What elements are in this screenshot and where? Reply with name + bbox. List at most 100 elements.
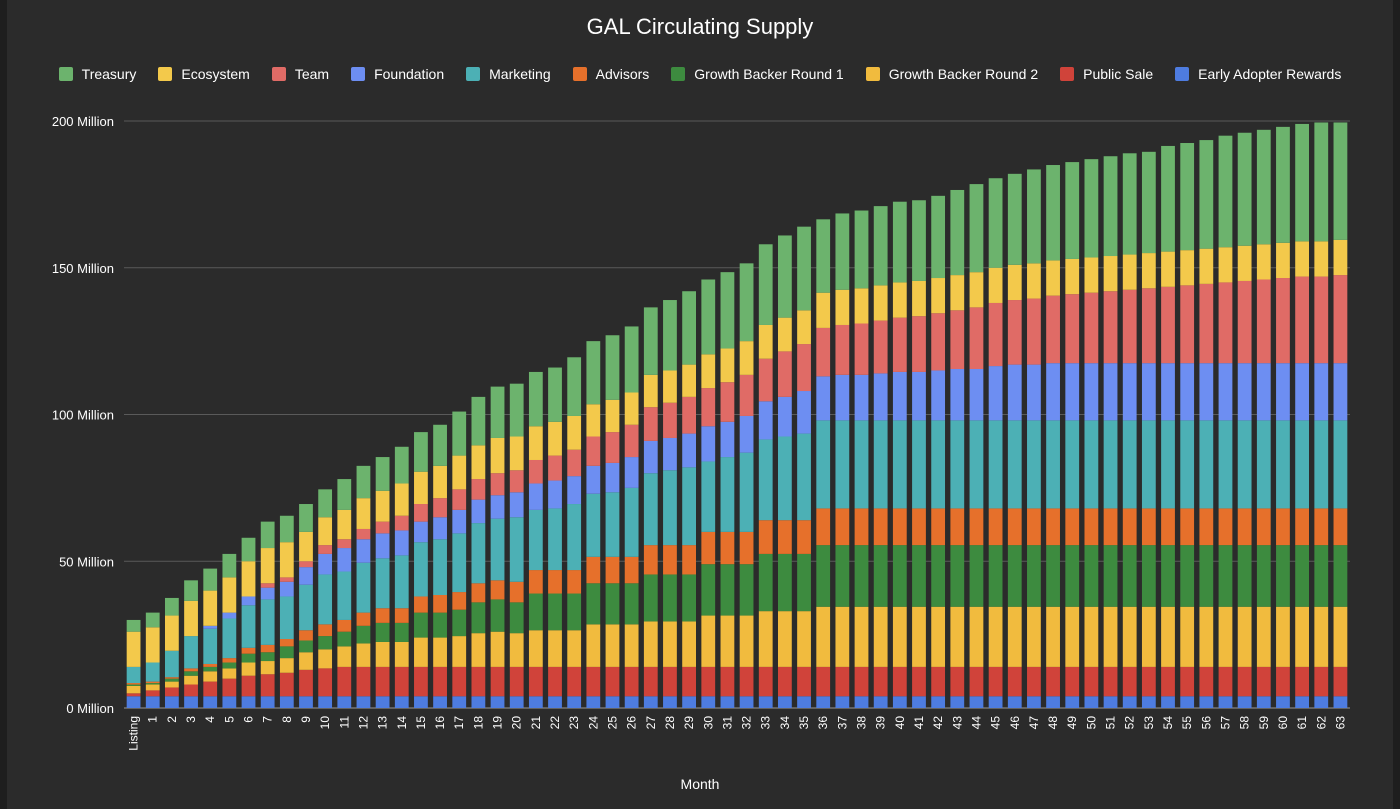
bar-segment	[1276, 278, 1290, 364]
bar-segment	[1295, 123, 1309, 242]
bar-segment	[548, 367, 562, 422]
bar-segment	[816, 292, 831, 328]
bar-segment	[394, 446, 409, 484]
bar-segment	[816, 376, 831, 421]
bar-segment	[1218, 666, 1233, 697]
bar-segment	[1103, 156, 1118, 257]
bar-segment	[892, 317, 907, 372]
bar-segment	[1027, 420, 1041, 509]
bar-segment	[1180, 666, 1195, 697]
bar-segment	[931, 278, 946, 314]
legend-swatch	[271, 67, 286, 81]
bar-segment	[643, 307, 658, 375]
bar-segment	[414, 521, 428, 543]
bar-segment	[203, 568, 218, 591]
bar-segment	[1314, 122, 1329, 242]
bar-segment	[548, 696, 562, 708]
bar-segment	[1065, 162, 1080, 259]
bar-segment	[203, 628, 218, 664]
bar-segment	[605, 624, 620, 667]
bar-segment	[337, 509, 352, 540]
x-tick-label: 8	[280, 716, 294, 723]
bar-segment	[356, 539, 371, 563]
bar-segment	[1084, 666, 1099, 697]
bar-segment	[260, 661, 275, 675]
bar-segment	[203, 681, 218, 697]
bar-segment	[739, 374, 754, 416]
bar-segment	[241, 537, 256, 562]
bar-segment	[988, 545, 1003, 607]
bar-segment	[873, 285, 888, 321]
bar-segment	[203, 663, 218, 667]
bar-segment	[394, 530, 409, 556]
bar-segment	[1084, 257, 1099, 293]
bar-segment	[682, 545, 696, 575]
bar-segment	[854, 508, 869, 546]
bar-segment	[222, 612, 237, 619]
bar-segment	[643, 574, 658, 622]
x-tick-label: 5	[222, 716, 236, 723]
bar-segment	[739, 564, 754, 616]
bar-segment	[1065, 258, 1080, 295]
bar-segment	[1256, 696, 1271, 708]
bar-segment	[299, 669, 313, 697]
bar-segment	[1333, 508, 1348, 546]
bar-segment	[490, 696, 505, 708]
bar-segment	[164, 678, 179, 682]
bar-segment	[969, 666, 984, 697]
bar-segment	[643, 621, 658, 667]
bar-segment	[1237, 420, 1252, 509]
bar-segment	[777, 611, 792, 667]
legend-label: Marketing	[489, 66, 551, 82]
bar-segment	[279, 658, 294, 673]
bar-segment	[222, 662, 237, 669]
bar-segment	[758, 666, 773, 697]
bar-segment	[509, 492, 524, 518]
bar-segment	[912, 606, 926, 667]
bar-segment	[988, 606, 1003, 667]
bar-segment	[682, 364, 696, 397]
x-tick-label: 17	[452, 716, 466, 730]
bar-segment	[931, 666, 946, 697]
bar-segment	[1103, 606, 1118, 667]
bar-segment	[1295, 545, 1309, 607]
bar-segment	[777, 317, 792, 352]
bar-segment	[222, 577, 237, 613]
bar-segment	[643, 374, 658, 408]
bar-segment	[1141, 696, 1156, 708]
bar-segment	[1027, 263, 1041, 299]
bar-segment	[414, 542, 428, 597]
bar-segment	[1007, 666, 1022, 697]
bar-segment	[1027, 364, 1041, 421]
bar-segment	[452, 489, 467, 510]
bar-segment	[548, 593, 562, 631]
bar-segment	[145, 696, 160, 708]
bar-segment	[528, 696, 543, 708]
bar-segment	[605, 583, 620, 625]
x-tick-label: 9	[299, 716, 313, 723]
bar-segment	[1046, 545, 1060, 607]
bar-segment	[299, 652, 313, 670]
bar-segment	[969, 508, 984, 546]
bar-segment	[1141, 253, 1156, 289]
x-tick-label: 61	[1295, 716, 1309, 730]
bar-segment	[1180, 545, 1195, 607]
bar-segment	[1046, 606, 1060, 667]
bar-segment	[1276, 666, 1290, 697]
legend-item: Marketing	[466, 66, 551, 82]
y-tick-label: 0 Million	[66, 701, 114, 716]
bar-segment	[528, 459, 543, 484]
x-tick-label: 58	[1238, 716, 1252, 730]
bar-segment	[797, 553, 811, 612]
bar-segment	[509, 602, 524, 634]
legend-label: Ecosystem	[181, 66, 250, 82]
bar-segment	[586, 556, 601, 584]
bar-segment	[969, 307, 984, 369]
bar-segment	[1237, 508, 1252, 546]
bar-segment	[950, 696, 965, 708]
bar-segment	[605, 666, 620, 697]
bar-segment	[663, 574, 677, 622]
bar-segment	[375, 521, 390, 534]
bar-segment	[548, 666, 562, 697]
bar-segment	[356, 498, 371, 529]
